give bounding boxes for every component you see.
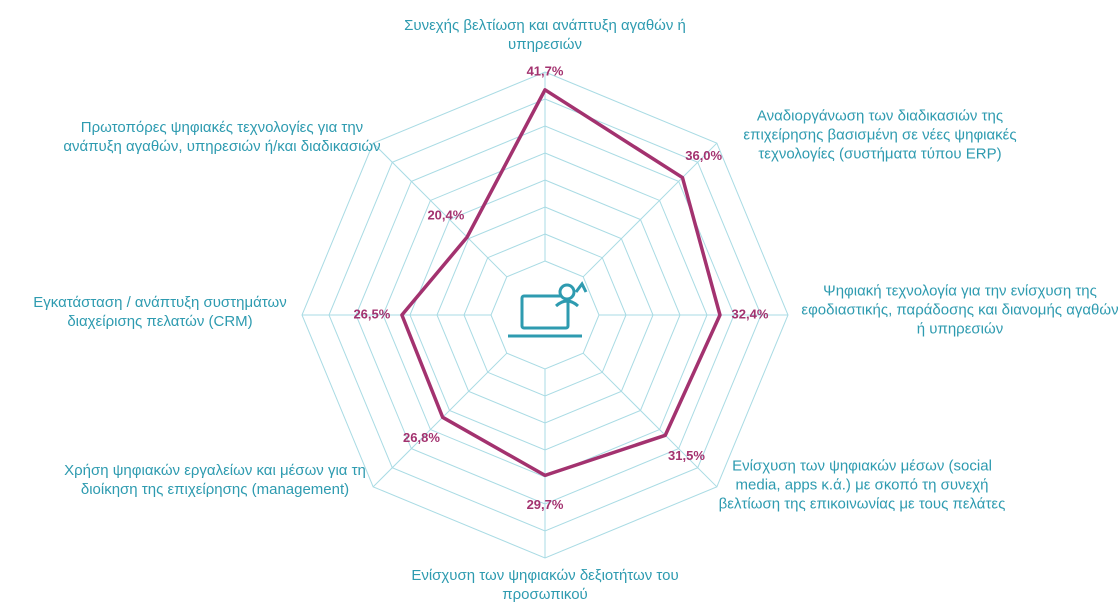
axis-label: Ενίσχυση των ψηφιακών μέσων (social medi… [718,457,1006,513]
value-label: 29,7% [527,497,564,512]
spoke [372,352,508,488]
value-label: 41,7% [527,63,564,78]
axis-label: Ενίσχυση των ψηφιακών δεξιοτήτων του προ… [411,567,679,603]
value-label: 32,4% [732,306,769,321]
center-icon [508,281,588,338]
axis-label: Ψηφιακή τεχνολογία για την ενίσχυση της … [801,282,1118,338]
value-label: 31,5% [668,448,705,463]
value-label: 36,0% [685,148,722,163]
axis-label: Συνεχής βελτίωση και ανάπτυξη αγαθών ή υ… [404,17,686,53]
axis-label: Χρήση ψηφιακών εργαλείων και μέσων για τ… [64,462,366,498]
axis-label: Πρωτοπόρες ψηφιακές τεχνολογίες για την … [63,119,381,155]
grid-ring [490,260,600,370]
spoke [582,142,718,278]
spoke [582,352,718,488]
axis-label: Αναδιοργάνωση των διαδικασιών της επιχεί… [743,107,1017,163]
data-line [400,88,722,478]
value-label: 26,8% [403,430,440,445]
axis-label: Εγκατάσταση / ανάπτυξη συστημάτων διαχεί… [33,294,287,330]
value-label: 20,4% [427,207,464,222]
spoke [372,142,508,278]
value-label: 26,5% [353,306,390,321]
